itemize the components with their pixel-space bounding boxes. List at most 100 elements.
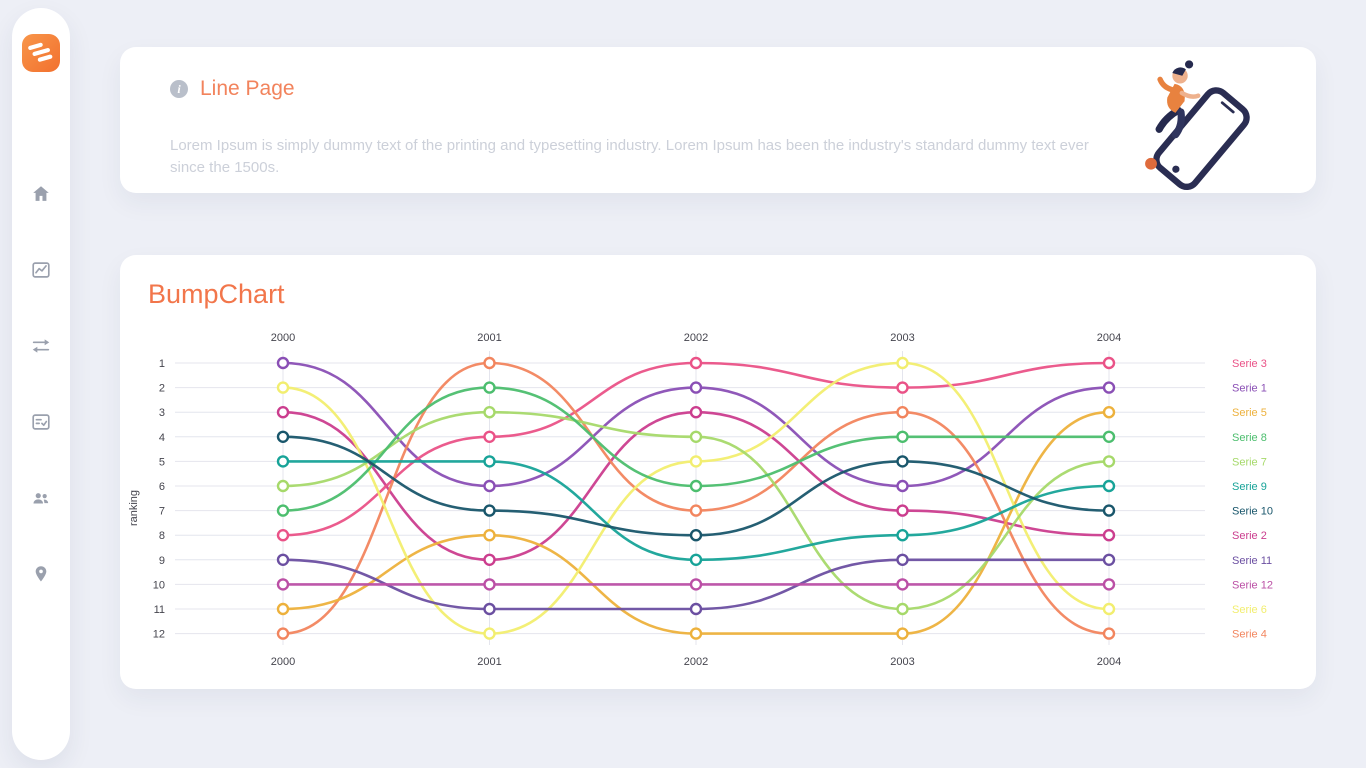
y-axis-tick: 9 (159, 555, 165, 567)
series-point[interactable] (896, 381, 909, 394)
series-point[interactable] (896, 356, 909, 370)
series-point[interactable] (689, 430, 703, 444)
report-icon (32, 414, 50, 430)
series-point[interactable] (896, 602, 909, 616)
series-point[interactable] (483, 504, 496, 517)
sidebar-item-home[interactable] (29, 182, 53, 206)
series-point[interactable] (1102, 578, 1116, 591)
sidebar-item-users[interactable] (29, 486, 53, 510)
series-point[interactable] (1102, 553, 1116, 567)
series-point[interactable] (276, 479, 290, 493)
series-point[interactable] (896, 430, 909, 444)
y-axis-label: ranking (128, 490, 140, 526)
series-point[interactable] (483, 627, 496, 640)
y-axis-tick: 4 (159, 432, 165, 444)
serie-label: Serie 4 (1232, 629, 1267, 641)
series-point[interactable] (1102, 602, 1116, 616)
series-point[interactable] (276, 528, 290, 542)
x-axis-tick-top: 2004 (1097, 332, 1121, 344)
x-axis-tick-bottom: 2000 (271, 656, 295, 668)
y-axis-tick: 1 (159, 358, 165, 370)
series-point[interactable] (276, 455, 290, 468)
series-point[interactable] (689, 479, 703, 493)
series-point[interactable] (483, 455, 496, 468)
y-axis-tick: 7 (159, 506, 165, 518)
series-point[interactable] (896, 455, 909, 468)
series-point[interactable] (276, 627, 290, 640)
series-point[interactable] (689, 504, 703, 517)
series-point[interactable] (689, 381, 703, 394)
series-point[interactable] (896, 627, 909, 640)
sidebar-item-locations[interactable] (29, 562, 53, 586)
series-point[interactable] (1102, 528, 1116, 542)
serie-label: Serie 2 (1232, 530, 1267, 542)
series-point[interactable] (689, 553, 703, 567)
series-point[interactable] (483, 578, 496, 591)
chart-card: BumpChart 2000 2000 2001 2001 2002 2002 2003 20… (120, 255, 1316, 689)
series-point[interactable] (896, 405, 909, 419)
series-point[interactable] (276, 405, 290, 419)
series-point[interactable] (276, 430, 290, 444)
person-figure (1155, 60, 1201, 139)
person-phone-illustration (1145, 60, 1250, 191)
series-point[interactable] (689, 356, 703, 370)
series-point[interactable] (896, 479, 909, 493)
series-point[interactable] (483, 553, 496, 567)
y-axis-tick: 10 (153, 579, 165, 591)
series-point[interactable] (689, 602, 703, 616)
series-point[interactable] (483, 528, 496, 542)
series-point[interactable] (483, 479, 496, 493)
page-description: Lorem Ipsum is simply dummy text of the … (170, 137, 1089, 176)
x-axis-tick-bottom: 2002 (684, 656, 708, 668)
info-icon: i (170, 80, 188, 98)
series-point[interactable] (276, 356, 290, 370)
series-line (282, 410, 1110, 611)
orange-dot (1145, 157, 1157, 170)
x-axis-tick-bottom: 2001 (477, 656, 501, 668)
series-point[interactable] (1102, 504, 1116, 517)
series-line (282, 386, 1109, 512)
series-line (282, 410, 1110, 562)
series-point[interactable] (896, 504, 909, 517)
series-point[interactable] (483, 430, 496, 444)
series-point[interactable] (689, 627, 703, 640)
series-point[interactable] (896, 553, 909, 567)
series-point[interactable] (276, 553, 290, 567)
series-line (282, 361, 1110, 537)
series-point[interactable] (1102, 455, 1116, 468)
series-point[interactable] (276, 504, 290, 517)
sidebar-item-charts[interactable] (29, 258, 53, 282)
series-point[interactable] (276, 578, 290, 591)
series-point[interactable] (689, 578, 703, 591)
series-point[interactable] (1102, 381, 1116, 394)
header-card: i Line Page Lorem Ipsum is simply dummy … (120, 47, 1316, 193)
serie-label: Serie 3 (1232, 358, 1267, 370)
series-point[interactable] (483, 602, 496, 616)
x-axis-tick-bottom: 2004 (1097, 656, 1121, 668)
series-point[interactable] (483, 381, 496, 394)
sidebar-item-transfers[interactable] (29, 334, 53, 358)
series-point[interactable] (483, 405, 496, 419)
series-point[interactable] (1102, 627, 1116, 640)
series-point[interactable] (689, 528, 703, 542)
x-axis-tick-bottom: 2003 (890, 656, 914, 668)
bump-chart[interactable]: 2000 2000 2001 2001 2002 2002 2003 2003 2004 2004… (120, 323, 1316, 678)
series-point[interactable] (896, 528, 909, 542)
series-point[interactable] (1102, 479, 1116, 493)
y-axis-tick: 12 (153, 629, 165, 641)
chart-points[interactable] (276, 356, 1116, 640)
series-point[interactable] (689, 455, 703, 468)
series-point[interactable] (1102, 356, 1116, 370)
series-point[interactable] (483, 356, 496, 370)
series-point[interactable] (276, 602, 290, 616)
y-axis-tick: 5 (159, 456, 165, 468)
series-point[interactable] (1102, 430, 1116, 444)
brand-logo[interactable] (22, 34, 60, 72)
series-point[interactable] (689, 405, 703, 419)
sidebar (12, 8, 70, 760)
sidebar-item-reports[interactable] (29, 410, 53, 434)
y-axis-tick: 11 (154, 604, 165, 616)
series-point[interactable] (1102, 405, 1116, 419)
series-point[interactable] (896, 578, 909, 591)
series-point[interactable] (276, 381, 290, 394)
